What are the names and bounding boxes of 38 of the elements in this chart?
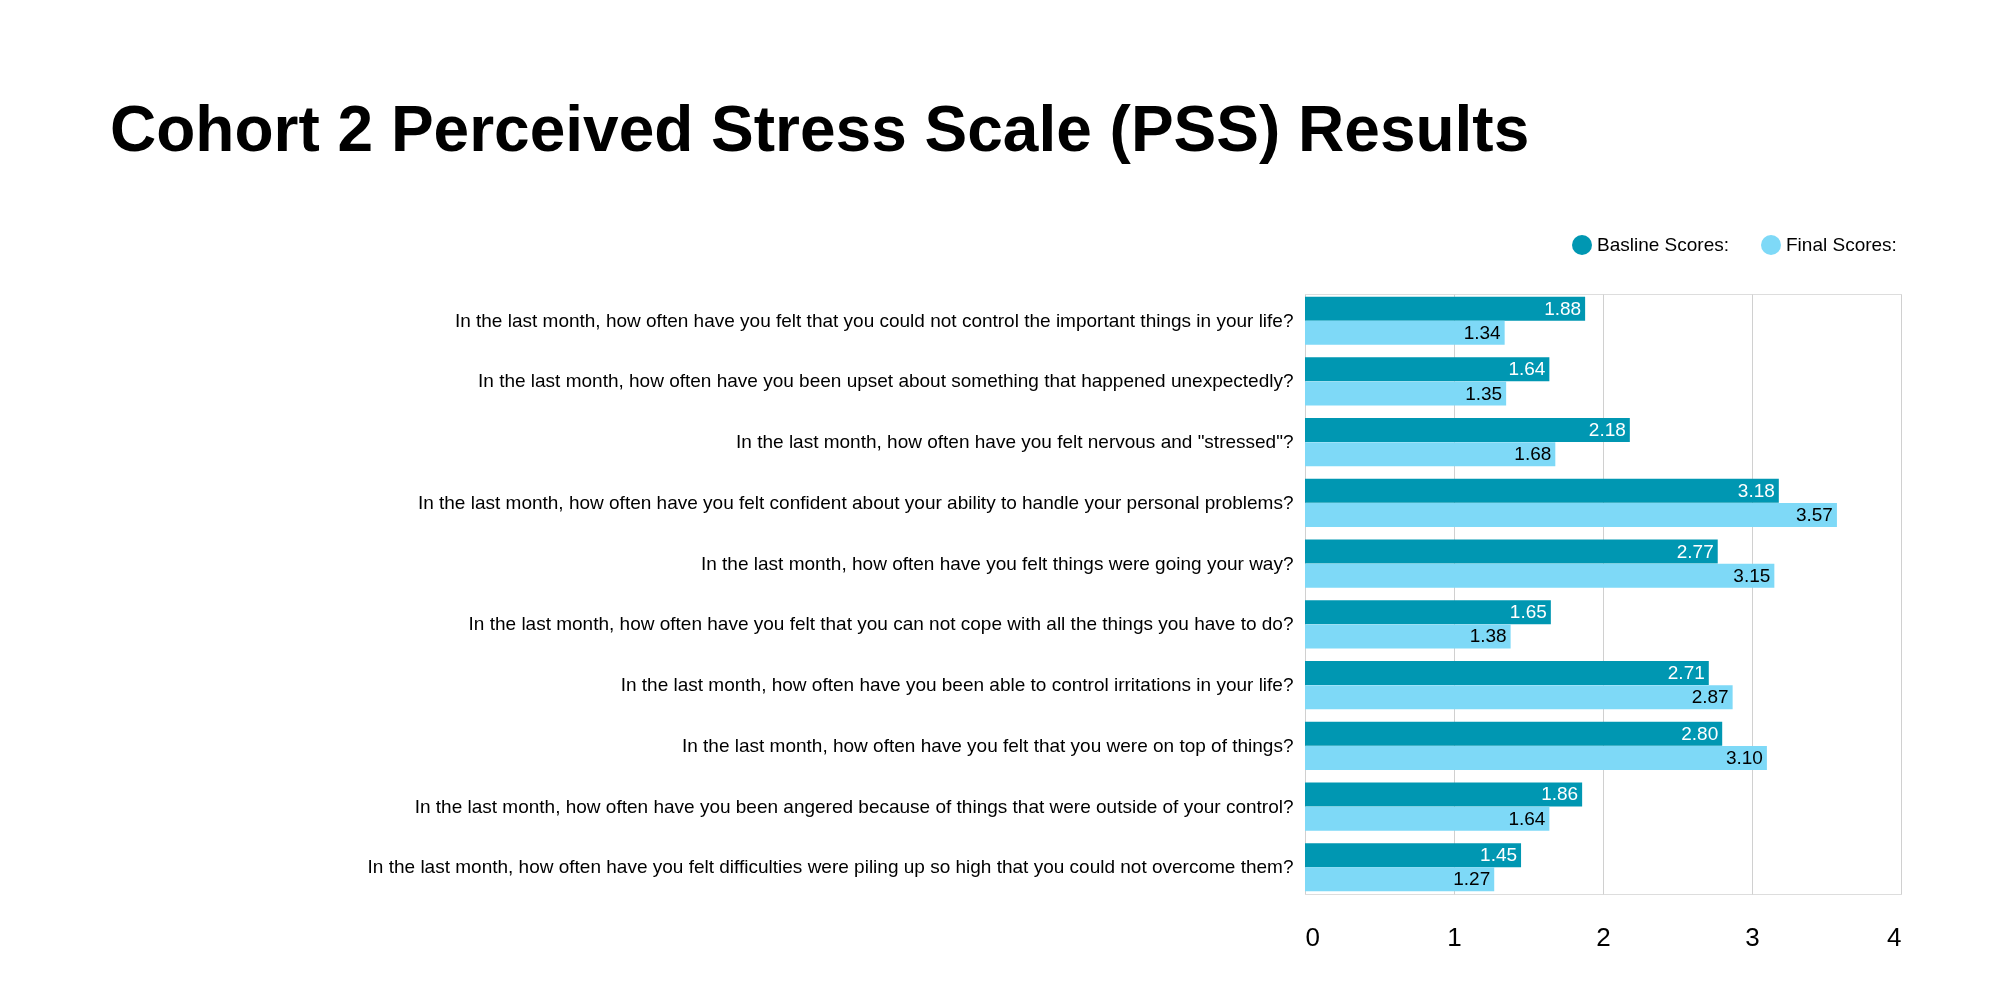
data-label: 1.88 — [1544, 297, 1582, 319]
data-label: 1.35 — [1465, 382, 1503, 404]
x-tick-label: 0 — [1305, 921, 1320, 952]
y-tick-label: In the last month, how often have you been angered because of things that were outside of your control? — [414, 795, 1294, 817]
data-label: 3.15 — [1733, 564, 1771, 586]
data-label: 1.86 — [1541, 783, 1579, 805]
y-tick-label: In the last month, how often have you felt things were going your way? — [700, 552, 1294, 574]
data-label: 2.80 — [1681, 722, 1719, 744]
x-tick-label: 2 — [1596, 921, 1611, 952]
data-label: 1.64 — [1508, 807, 1546, 829]
data-label: 2.71 — [1667, 662, 1705, 684]
data-label: 1.38 — [1469, 625, 1507, 647]
data-label: 1.68 — [1514, 443, 1552, 465]
data-label: 1.34 — [1463, 321, 1502, 343]
data-label: 3.18 — [1737, 479, 1775, 501]
data-label: 2.77 — [1676, 540, 1714, 562]
x-tick-label: 1 — [1447, 921, 1462, 952]
y-tick-label: In the last month, how often have you felt that you were on top of things? — [681, 734, 1294, 756]
data-label: 3.10 — [1725, 746, 1763, 768]
data-label: 3.57 — [1795, 503, 1833, 525]
data-label: 1.27 — [1453, 868, 1491, 890]
data-label: 2.87 — [1691, 686, 1729, 708]
y-tick-label: In the last month, how often have you felt difficulties were piling up so high that you could not overcome them? — [367, 856, 1294, 878]
data-label: 1.65 — [1509, 601, 1547, 623]
y-tick-label: In the last month, how often have you felt that you can not cope with all the things you have to do? — [468, 613, 1294, 635]
data-label: 1.64 — [1508, 358, 1546, 380]
legend-label: Basline Scores: — [1597, 234, 1730, 255]
y-tick-label: In the last month, how often have you felt confident about your ability to handle your personal problems? — [417, 491, 1294, 513]
y-tick-label: In the last month, how often have you been able to control irritations in your life? — [620, 674, 1294, 696]
x-tick-label: 3 — [1745, 921, 1760, 952]
legend-label: Final Scores: — [1786, 234, 1897, 255]
y-tick-label: In the last month, how often have you felt nervous and "stressed"? — [736, 431, 1294, 453]
chart-title: Cohort 2 Perceived Stress Scale (PSS) Results — [110, 93, 1530, 165]
y-tick-label: In the last month, how often have you been upset about something that happened unexpectedly? — [478, 370, 1294, 392]
y-tick-label: In the last month, how often have you felt that you could not control the important things in your life? — [454, 309, 1294, 331]
x-tick-label: 4 — [1887, 921, 1902, 952]
data-label: 1.45 — [1480, 844, 1518, 866]
data-label: 2.18 — [1588, 419, 1626, 441]
